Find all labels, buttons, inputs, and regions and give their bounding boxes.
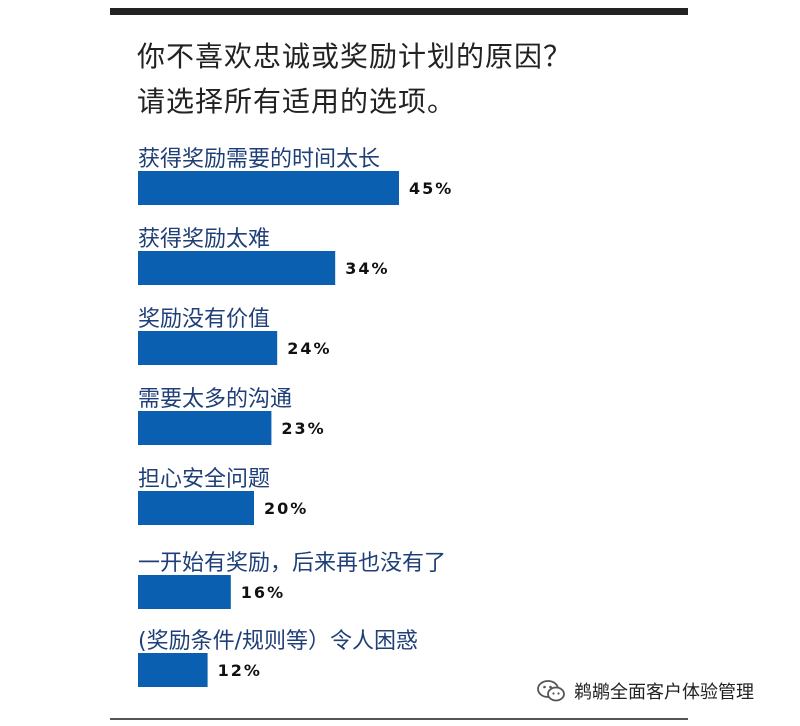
value-label: 24% <box>287 339 331 358</box>
bar <box>138 251 336 285</box>
watermark: 鹈鹕全面客户体验管理 <box>536 678 754 704</box>
category-label: (奖励条件/规则等）令人困惑 <box>138 629 418 654</box>
wechat-icon <box>537 680 565 702</box>
category-label: 一开始有奖励，后来再也没有了 <box>138 551 446 576</box>
value-label: 16% <box>241 583 285 602</box>
bar <box>138 491 254 525</box>
value-label: 45% <box>409 179 453 198</box>
value-label: 20% <box>264 499 308 518</box>
bar <box>138 171 399 205</box>
title-line-1: 你不喜欢忠诚或奖励计划的原因？ <box>137 40 573 73</box>
top-rule <box>110 8 688 15</box>
bar <box>138 575 231 609</box>
value-label: 23% <box>281 419 325 438</box>
category-label: 获得奖励需要的时间太长 <box>138 147 380 172</box>
bar <box>138 411 272 445</box>
value-label: 12% <box>218 661 262 680</box>
bottom-rule <box>110 718 688 720</box>
chart-title: 你不喜欢忠诚或奖励计划的原因？ 请选择所有适用的选项。 <box>137 34 697 124</box>
bar <box>138 653 208 687</box>
category-label: 奖励没有价值 <box>138 307 270 332</box>
watermark-text: 鹈鹕全面客户体验管理 <box>574 682 754 703</box>
bar <box>138 331 278 365</box>
category-label: 获得奖励太难 <box>138 227 270 252</box>
category-label: 担心安全问题 <box>138 467 270 492</box>
value-label: 34% <box>345 259 389 278</box>
category-label: 需要太多的沟通 <box>138 387 292 412</box>
title-line-2: 请选择所有适用的选项。 <box>137 85 457 118</box>
